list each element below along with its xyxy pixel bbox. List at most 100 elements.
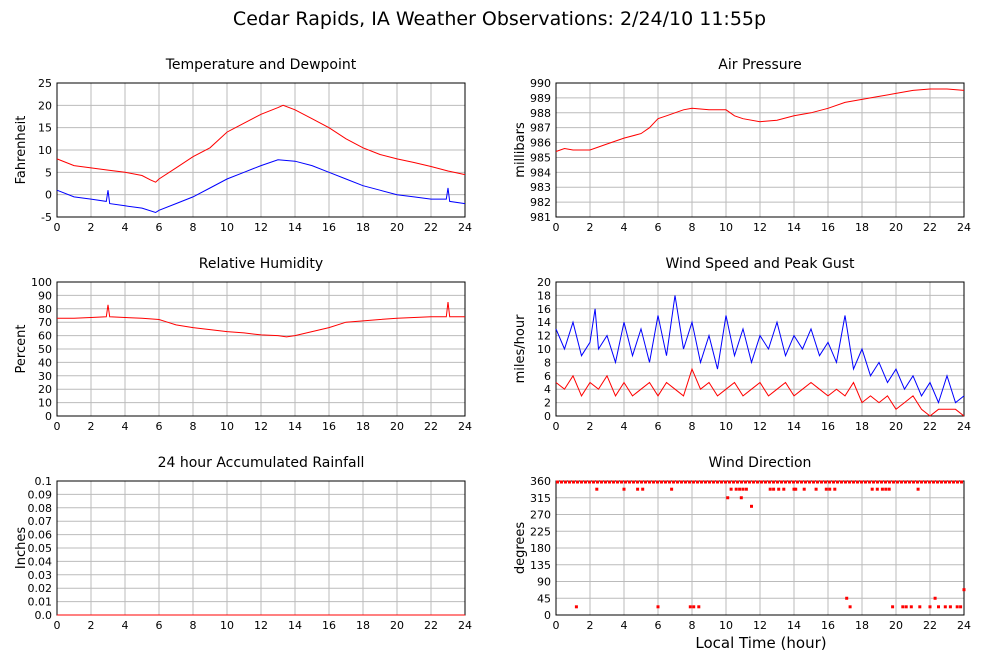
y-tick-label: 2 bbox=[544, 397, 551, 410]
x-tick-label: 6 bbox=[655, 619, 662, 632]
y-tick-label: 80 bbox=[38, 303, 52, 316]
data-point bbox=[948, 605, 952, 609]
x-tick-label: 8 bbox=[689, 619, 696, 632]
x-tick-label: 2 bbox=[88, 221, 95, 234]
data-point bbox=[777, 487, 781, 491]
y-tick-label: 180 bbox=[530, 542, 551, 555]
x-tick-label: 2 bbox=[88, 420, 95, 433]
data-point bbox=[933, 596, 937, 600]
chart-title: 24 hour Accumulated Rainfall bbox=[158, 455, 365, 471]
data-point bbox=[943, 605, 947, 609]
x-tick-label: 6 bbox=[156, 420, 163, 433]
data-point bbox=[891, 605, 895, 609]
x-tick-label: 2 bbox=[587, 221, 594, 234]
data-point bbox=[824, 487, 828, 491]
data-point bbox=[768, 487, 772, 491]
x-tick-label: 14 bbox=[787, 420, 801, 433]
y-tick-label: 315 bbox=[530, 492, 551, 505]
data-point bbox=[697, 605, 701, 609]
data-point bbox=[901, 605, 905, 609]
y-tick-label: 20 bbox=[537, 276, 551, 289]
y-axis-label: Inches bbox=[14, 527, 29, 569]
data-point bbox=[959, 605, 963, 609]
x-tick-label: 18 bbox=[356, 221, 370, 234]
series-line-1 bbox=[56, 159, 466, 214]
y-tick-label: 70 bbox=[38, 316, 52, 329]
x-tick-label: 4 bbox=[621, 221, 628, 234]
y-tick-label: 20 bbox=[38, 383, 52, 396]
data-point bbox=[928, 605, 932, 609]
data-point bbox=[692, 605, 696, 609]
data-point bbox=[916, 487, 920, 491]
chart-title: Wind Direction bbox=[709, 455, 812, 471]
x-tick-label: 10 bbox=[719, 221, 733, 234]
y-tick-label: 984 bbox=[530, 166, 551, 179]
y-tick-label: 990 bbox=[530, 77, 551, 90]
x-tick-label: 4 bbox=[122, 221, 129, 234]
x-tick-label: 0 bbox=[553, 420, 560, 433]
chart-title: Temperature and Dewpoint bbox=[165, 57, 357, 73]
x-tick-label: 6 bbox=[156, 221, 163, 234]
y-tick-label: 18 bbox=[537, 289, 551, 302]
data-point bbox=[595, 487, 599, 491]
y-tick-label: 0.02 bbox=[28, 582, 53, 595]
x-tick-label: 6 bbox=[655, 221, 662, 234]
y-tick-label: 14 bbox=[537, 316, 551, 329]
data-point bbox=[750, 504, 753, 508]
data-point bbox=[887, 487, 891, 491]
x-tick-label: 0 bbox=[553, 619, 560, 632]
x-tick-label: 16 bbox=[322, 619, 336, 632]
y-tick-label: 30 bbox=[38, 370, 52, 383]
y-tick-label: 6 bbox=[544, 370, 551, 383]
x-tick-label: 16 bbox=[821, 619, 835, 632]
y-tick-label: 0.01 bbox=[28, 596, 53, 609]
y-tick-label: 90 bbox=[38, 289, 52, 302]
y-tick-label: 10 bbox=[38, 144, 52, 157]
y-tick-label: 0 bbox=[544, 609, 551, 622]
data-point bbox=[739, 496, 743, 500]
y-tick-label: 360 bbox=[530, 475, 551, 488]
x-tick-label: 4 bbox=[122, 619, 129, 632]
y-axis-label: degrees bbox=[513, 522, 528, 575]
x-tick-label: 4 bbox=[621, 420, 628, 433]
x-tick-label: 12 bbox=[753, 221, 767, 234]
x-tick-label: 18 bbox=[356, 619, 370, 632]
x-tick-label: 20 bbox=[889, 221, 903, 234]
y-tick-label: 981 bbox=[530, 211, 551, 224]
x-tick-label: 10 bbox=[220, 619, 234, 632]
series-line-0 bbox=[555, 295, 965, 405]
plot-frame bbox=[555, 82, 965, 218]
series-line-0 bbox=[57, 302, 465, 338]
y-axis-label: millibars bbox=[513, 122, 528, 178]
plot-frame bbox=[56, 281, 466, 417]
x-tick-label: 20 bbox=[390, 420, 404, 433]
x-tick-label: 0 bbox=[553, 221, 560, 234]
data-point bbox=[688, 605, 692, 609]
data-point bbox=[744, 487, 748, 491]
series-line-1 bbox=[555, 367, 965, 417]
data-point bbox=[802, 487, 806, 491]
data-point bbox=[636, 487, 640, 491]
y-tick-label: 10 bbox=[537, 343, 551, 356]
y-tick-label: 0.06 bbox=[28, 529, 53, 542]
y-tick-label: 0.04 bbox=[28, 555, 53, 568]
data-point bbox=[670, 487, 674, 491]
y-tick-label: 4 bbox=[544, 383, 551, 396]
y-tick-label: 989 bbox=[530, 92, 551, 105]
y-tick-label: 100 bbox=[31, 276, 52, 289]
page-title: Cedar Rapids, IA Weather Observations: 2… bbox=[232, 8, 767, 30]
data-point bbox=[794, 487, 798, 491]
data-point bbox=[622, 487, 626, 491]
x-tick-label: 24 bbox=[458, 420, 472, 433]
chart-title: Relative Humidity bbox=[199, 256, 323, 272]
x-tick-label: 14 bbox=[787, 619, 801, 632]
x-tick-label: 20 bbox=[390, 619, 404, 632]
x-tick-label: 14 bbox=[787, 221, 801, 234]
data-point bbox=[792, 487, 796, 491]
data-point bbox=[884, 487, 888, 491]
y-tick-label: 12 bbox=[537, 330, 551, 343]
data-point bbox=[962, 588, 966, 592]
